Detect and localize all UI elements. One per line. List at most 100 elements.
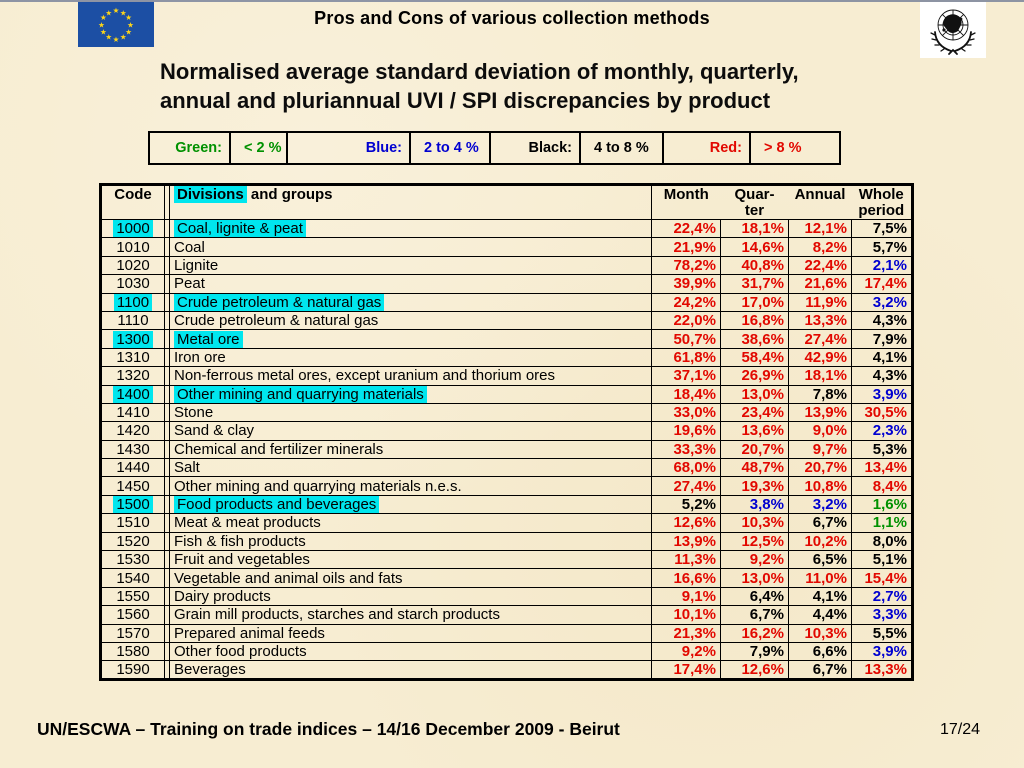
svg-text:★: ★: [125, 13, 132, 22]
value-cell: 3,8%: [720, 494, 789, 515]
code-cell: 1450: [100, 476, 165, 496]
legend-green-label: Green:: [150, 133, 231, 163]
product-name-cell: Other food products: [169, 641, 652, 662]
value-cell: 39,9%: [651, 274, 721, 294]
product-name-text: Coal, lignite & peat: [174, 220, 306, 237]
value-cell: 3,2%: [851, 292, 913, 312]
code-cell: 1020: [100, 255, 165, 276]
value-cell: 3,9%: [851, 641, 913, 662]
code-text: 1440: [116, 459, 150, 477]
product-name-text: Salt: [174, 459, 200, 477]
product-name-cell: Sand & clay: [169, 421, 652, 441]
value-cell: 6,7%: [720, 605, 789, 625]
product-name-text: Fruit and vegetables: [174, 551, 310, 569]
value-cell: 4,1%: [788, 586, 852, 607]
value-cell: 18,1%: [720, 218, 789, 239]
legend-black-label: Black:: [491, 133, 581, 163]
code-text: 1300: [113, 330, 153, 348]
value-cell: 10,3%: [720, 513, 789, 533]
svg-text:★: ★: [105, 33, 112, 42]
value-cell: 7,8%: [788, 384, 852, 404]
table-row: 1110 Crude petroleum & natural gas 22,0% 16…: [100, 310, 913, 331]
slide-title-line1: Normalised average standard deviation of…: [160, 59, 799, 84]
code-text: 1020: [116, 256, 150, 274]
value-cell: 31,7%: [720, 274, 789, 294]
legend-red-label: Red:: [664, 133, 751, 163]
value-cell: 10,2%: [788, 531, 852, 552]
value-cell: 8,2%: [788, 237, 852, 257]
product-name-text: Chemical and fertilizer minerals: [174, 440, 384, 458]
value-cell: 5,2%: [651, 494, 721, 515]
legend-green-range: < 2 %: [231, 133, 288, 163]
product-name-cell: Metal ore: [169, 329, 652, 349]
un-emblem-icon: [920, 2, 986, 58]
product-name-cell: Dairy products: [169, 586, 652, 607]
value-cell: 3,9%: [851, 384, 913, 404]
code-text: 1570: [116, 624, 150, 642]
table-row: 1510 Meat & meat products 12,6% 10,3% 6,7% 1,…: [100, 513, 913, 533]
code-cell: 1030: [100, 274, 165, 294]
code-text: 1310: [116, 348, 150, 366]
value-cell: 20,7%: [788, 458, 852, 478]
code-cell: 1400: [100, 384, 165, 404]
value-cell: 33,0%: [651, 402, 721, 423]
value-cell: 13,9%: [651, 531, 721, 552]
product-name-text: Other mining and quarrying materials: [174, 386, 427, 403]
product-name-text: Lignite: [174, 256, 219, 274]
value-cell: 13,9%: [788, 402, 852, 423]
col-header-divisions: Divisions and groups: [169, 184, 652, 220]
table-row: 1540 Vegetable and animal oils and fats 16…: [100, 568, 913, 588]
svg-text:★: ★: [98, 21, 105, 30]
value-cell: 12,6%: [651, 513, 721, 533]
value-cell: 12,6%: [720, 660, 789, 681]
value-cell: 14,6%: [720, 237, 789, 257]
code-text: 1520: [116, 532, 150, 550]
value-cell: 10,1%: [651, 605, 721, 625]
code-cell: 1510: [100, 513, 165, 533]
value-cell: 22,4%: [788, 255, 852, 276]
legend-blue-label: Blue:: [288, 133, 411, 163]
table-row: 1590 Beverages 17,4% 12,6% 6,7% 13,3%: [100, 660, 913, 681]
code-cell: 1440: [100, 458, 165, 478]
value-cell: 16,6%: [651, 568, 721, 588]
svg-text:★: ★: [100, 13, 107, 22]
code-cell: 1320: [100, 366, 165, 386]
value-cell: 19,6%: [651, 421, 721, 441]
table-row: 1500 Food products and beverages 5,2% 3,8% 3…: [100, 494, 913, 515]
data-table: Code Divisions and groups Month Quar-ter…: [99, 183, 914, 682]
product-name-cell: Grain mill products, starches and starch…: [169, 605, 652, 625]
svg-text:★: ★: [120, 33, 127, 42]
table-row: 1530 Fruit and vegetables 11,3% 9,2% 6,5% 5,1…: [100, 550, 913, 570]
value-cell: 27,4%: [788, 329, 852, 349]
value-cell: 8,0%: [851, 531, 913, 552]
value-cell: 6,7%: [788, 513, 852, 533]
table-row: 1000 Coal, lignite & peat 22,4% 18,1% 12,1% 7…: [100, 218, 913, 239]
product-name-cell: Non-ferrous metal ores, except uranium a…: [169, 366, 652, 386]
product-name-cell: Food products and beverages: [169, 494, 652, 515]
legend-red-range: > 8 %: [764, 140, 802, 156]
code-cell: 1570: [100, 623, 165, 643]
table-row: 1010 Coal 21,9% 14,6% 8,2% 5,7%: [100, 237, 913, 257]
code-cell: 1540: [100, 568, 165, 588]
code-cell: 1430: [100, 439, 165, 460]
value-cell: 42,9%: [788, 347, 852, 368]
value-cell: 5,5%: [851, 623, 913, 643]
product-name-cell: Coal: [169, 237, 652, 257]
value-cell: 1,6%: [851, 494, 913, 515]
value-cell: 22,0%: [651, 310, 721, 331]
table-row: 1430 Chemical and fertilizer minerals 33,3…: [100, 439, 913, 460]
value-cell: 9,2%: [651, 641, 721, 662]
product-name-cell: Coal, lignite & peat: [169, 218, 652, 239]
code-cell: 1580: [100, 641, 165, 662]
value-cell: 4,4%: [788, 605, 852, 625]
code-text: 1500: [113, 496, 153, 513]
product-name-cell: Fish & fish products: [169, 531, 652, 552]
value-cell: 9,2%: [720, 550, 789, 570]
product-name-cell: Prepared animal feeds: [169, 623, 652, 643]
product-name-text: Coal: [174, 238, 205, 256]
value-cell: 19,3%: [720, 476, 789, 496]
col-header-divisions-rest: and groups: [246, 186, 333, 203]
code-text: 1000: [113, 220, 153, 237]
value-cell: 21,9%: [651, 237, 721, 257]
col-header-annual: Annual: [788, 184, 852, 220]
